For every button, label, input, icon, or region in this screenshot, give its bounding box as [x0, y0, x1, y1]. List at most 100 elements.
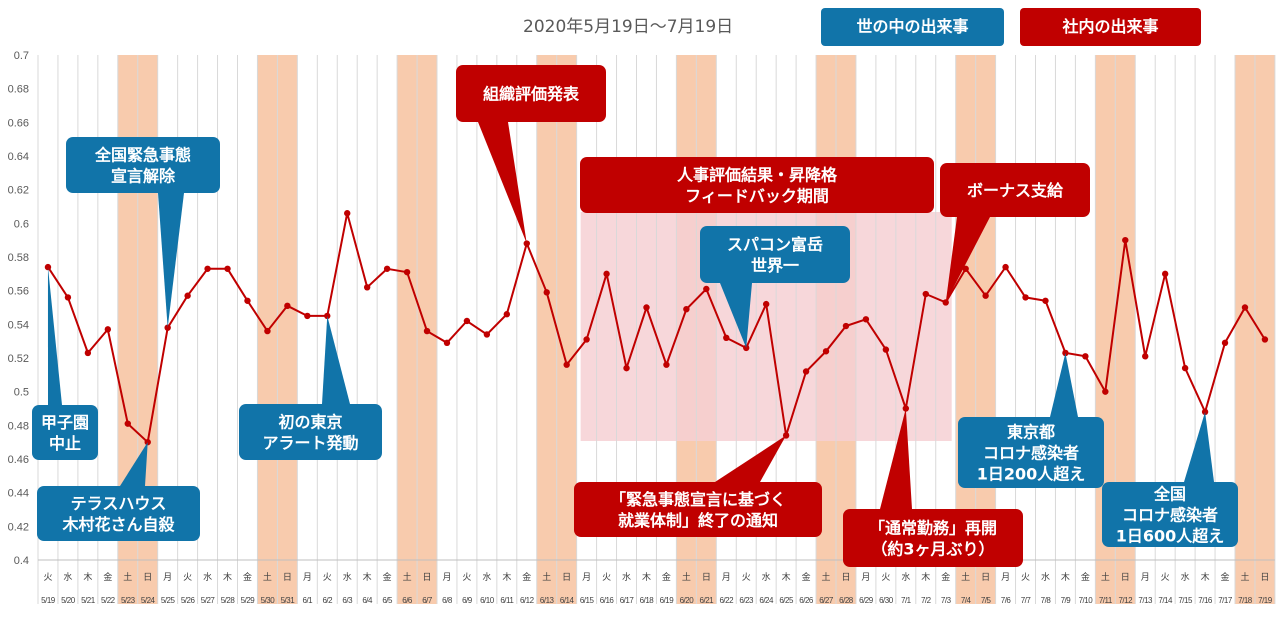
callout-box: [32, 405, 98, 460]
x-date-label: 7/5: [981, 596, 992, 605]
x-date-label: 7/6: [1001, 596, 1012, 605]
data-point: [204, 265, 211, 272]
data-point: [144, 438, 151, 446]
data-point: [822, 348, 830, 355]
x-weekday-label: 日: [841, 572, 850, 583]
data-point: [284, 302, 291, 310]
x-weekday-label: 金: [1081, 571, 1090, 583]
data-point: [403, 268, 411, 276]
x-weekday-label: 木: [782, 571, 791, 583]
weekend-band: [1254, 55, 1275, 604]
x-weekday-label: 日: [1260, 572, 1269, 583]
data-point: [104, 326, 112, 333]
x-weekday-label: 土: [1101, 571, 1110, 583]
x-date-label: 5/29: [241, 596, 256, 605]
callout-text: 初の東京: [278, 412, 342, 431]
data-point: [663, 361, 670, 368]
legend-company: 社内の出来事: [1020, 8, 1201, 46]
x-date-label: 5/26: [181, 596, 196, 605]
series-path: [47, 212, 1266, 445]
callout-text: 宣言解除: [111, 166, 176, 185]
x-weekday-label: 日: [702, 572, 711, 583]
x-date-label: 7/10: [1079, 596, 1094, 605]
x-weekday-label: 水: [901, 571, 910, 583]
data-point: [124, 420, 131, 427]
y-tick-label: 0.7: [14, 50, 29, 62]
x-date-label: 6/28: [839, 596, 854, 605]
x-date-label: 7/12: [1118, 596, 1133, 605]
data-point: [483, 331, 491, 338]
callout-box: [239, 404, 382, 460]
data-point: [304, 312, 311, 320]
callout-pointer: [720, 283, 752, 348]
x-weekday-label: 火: [1161, 572, 1170, 583]
x-date-label: 6/7: [422, 596, 433, 605]
callout-pointer: [47, 267, 62, 405]
x-date-label: 5/21: [81, 596, 96, 605]
callout-text: 東京都: [1007, 422, 1055, 441]
x-weekday-label: 水: [63, 571, 72, 583]
x-weekday-label: 火: [183, 572, 192, 583]
x-date-label: 6/6: [402, 596, 413, 605]
y-tick-label: 0.52: [8, 353, 29, 365]
x-date-label: 6/8: [442, 596, 453, 605]
x-date-label: 7/8: [1041, 596, 1052, 605]
x-weekday-label: 水: [1041, 571, 1050, 583]
data-point: [922, 290, 929, 298]
data-point: [882, 346, 890, 353]
data-point: [543, 289, 550, 296]
x-date-label: 6/15: [580, 596, 595, 605]
callout-box: [574, 482, 822, 537]
callout-text: （約3ヶ月ぶり）: [871, 539, 994, 558]
x-date-label: 5/23: [121, 596, 136, 605]
callout-pointer: [478, 122, 527, 244]
data-point: [423, 327, 431, 335]
x-weekday-label: 日: [1121, 572, 1130, 583]
x-date-label: 7/1: [901, 596, 912, 605]
x-date-label: 6/20: [680, 596, 695, 605]
x-weekday-label: 火: [462, 572, 471, 583]
x-weekday-label: 木: [83, 571, 92, 583]
legend-company-label: 社内の出来事: [1062, 17, 1159, 36]
callout-box: [940, 163, 1090, 217]
x-weekday-label: 金: [1221, 571, 1230, 583]
callout-pointer: [715, 435, 787, 482]
callout-pointer: [120, 442, 148, 486]
callout-normal-work: 「通常勤務」再開 （約3ヶ月ぶり）: [843, 408, 1023, 567]
x-weekday-label: 木: [223, 571, 232, 583]
x-weekday-label: 水: [482, 571, 491, 583]
data-point: [962, 265, 969, 272]
x-weekday-label: 日: [981, 572, 990, 583]
callout-text: 就業体制」終了の通知: [618, 511, 778, 530]
callout-pointer: [1184, 411, 1214, 482]
x-weekday-label: 木: [921, 571, 930, 583]
data-point: [383, 265, 391, 272]
y-tick-label: 0.46: [8, 454, 29, 466]
data-point: [1142, 353, 1149, 360]
x-date-label: 6/23: [739, 596, 754, 605]
data-point: [363, 284, 371, 291]
data-point: [264, 327, 271, 335]
legend-world: 世の中の出来事: [821, 8, 1004, 46]
x-date-label: 5/28: [221, 596, 236, 605]
x-date-label: 6/9: [462, 596, 473, 605]
x-date-label: 6/25: [779, 596, 794, 605]
data-point: [1201, 408, 1209, 416]
x-weekday-label: 月: [442, 572, 451, 583]
x-weekday-label: 火: [323, 572, 332, 583]
x-weekday-label: 金: [383, 571, 392, 583]
data-point: [1221, 339, 1229, 347]
y-tick-label: 0.44: [8, 488, 29, 500]
data-point: [1261, 336, 1269, 343]
x-date-label: 7/18: [1238, 596, 1253, 605]
weekend-band: [1115, 55, 1136, 604]
callout-text: 世界一: [751, 256, 799, 275]
x-weekday-label: 木: [502, 571, 511, 583]
callout-text: 全国: [1153, 484, 1186, 503]
x-weekday-label: 土: [403, 571, 412, 583]
